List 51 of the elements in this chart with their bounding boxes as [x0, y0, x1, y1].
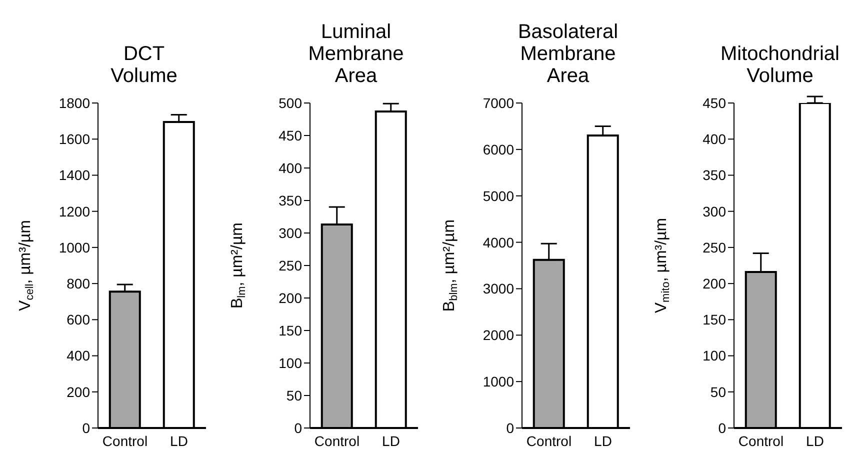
x-tick-label: LD	[382, 432, 400, 449]
chart-title: Basolateral Membrane Area	[516, 21, 620, 89]
y-tick-label: 350	[278, 192, 302, 208]
y-tick-label: 600	[66, 312, 90, 328]
y-tick-label: 1600	[58, 131, 90, 148]
y-tick-label: 300	[702, 203, 726, 220]
y-tick-label: 1000	[58, 239, 90, 256]
x-tick-label: Control	[314, 432, 360, 449]
y-tick-label: 2000	[482, 327, 514, 344]
y-tick-label: 150	[702, 312, 726, 328]
x-tick-label: LD	[170, 432, 188, 449]
y-tick-label: 1200	[58, 203, 90, 220]
x-tick-label: LD	[594, 432, 612, 449]
chart-title: Mitochondrial Volume	[720, 43, 840, 89]
x-tick-label: Control	[102, 432, 148, 449]
y-tick-label: 800	[66, 276, 90, 292]
y-tick-label: 100	[278, 354, 302, 371]
y-tick-label: 6000	[482, 141, 514, 158]
y-tick-label: 450	[278, 127, 302, 144]
y-tick-label: 3000	[482, 280, 514, 297]
chart-title: DCT Volume	[110, 43, 178, 89]
y-tick-label: 4000	[482, 234, 514, 250]
y-tick-label: 0	[718, 420, 726, 436]
chart-title: Luminal Membrane Area	[307, 21, 405, 89]
x-tick-label: LD	[806, 432, 824, 449]
y-tick-label: 0	[294, 420, 302, 436]
y-tick-label: 450	[702, 94, 726, 111]
y-tick-label: 50	[286, 387, 302, 404]
y-tick-label: 400	[278, 160, 302, 176]
y-tick-label: 250	[278, 257, 302, 274]
y-tick-label: 100	[702, 348, 726, 364]
y-tick-label: 7000	[482, 94, 514, 111]
y-tick-label: 300	[278, 224, 302, 241]
y-tick-label: 400	[66, 348, 90, 364]
y-tick-label: 50	[710, 384, 726, 400]
y-tick-label: 0	[82, 420, 90, 436]
y-tick-label: 5000	[482, 188, 514, 204]
x-tick-label: Control	[526, 432, 572, 449]
y-tick-label: 200	[278, 290, 302, 306]
y-tick-label: 200	[66, 384, 90, 400]
y-tick-label: 150	[278, 322, 302, 338]
y-tick-label: 200	[702, 276, 726, 292]
y-tick-label: 500	[278, 94, 302, 111]
y-tick-label: 250	[702, 239, 726, 256]
y-tick-label: 350	[702, 167, 726, 184]
x-tick-label: Control	[738, 432, 784, 449]
y-tick-label: 400	[702, 131, 726, 148]
y-tick-label: 0	[506, 420, 514, 436]
y-tick-label: 1000	[482, 374, 514, 390]
y-tick-label: 1800	[58, 94, 90, 111]
y-tick-label: 1400	[58, 167, 90, 184]
